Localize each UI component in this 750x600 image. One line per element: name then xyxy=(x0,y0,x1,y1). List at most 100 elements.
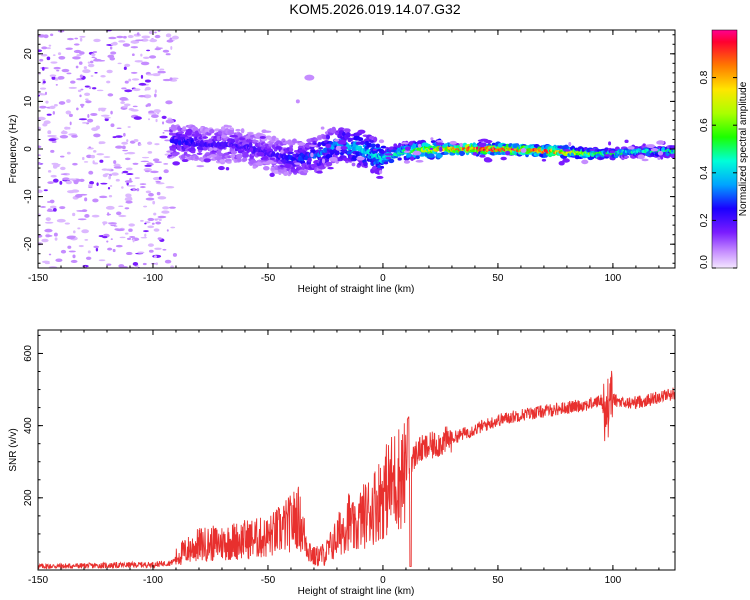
noise-blob xyxy=(408,141,413,146)
noise-blob xyxy=(136,188,140,192)
noise-blob xyxy=(520,147,527,153)
noise-blob xyxy=(170,226,176,229)
noise-blob xyxy=(134,176,140,180)
trace-cell xyxy=(317,136,322,140)
noise-blob xyxy=(144,221,151,224)
noise-blob xyxy=(223,124,229,128)
spectrogram-plot xyxy=(38,30,675,268)
trace-cell xyxy=(373,136,378,143)
noise-blob xyxy=(148,249,154,253)
noise-blob xyxy=(121,87,127,90)
noise-blob xyxy=(55,83,58,86)
noise-blob xyxy=(122,170,129,174)
noise-blob xyxy=(70,80,76,84)
trace-cell xyxy=(252,139,259,143)
noise-blob xyxy=(162,49,170,53)
noise-blob xyxy=(68,178,77,181)
noise-blob xyxy=(117,62,122,65)
noise-blob xyxy=(123,103,131,107)
noise-blob xyxy=(132,187,136,192)
noise-blob xyxy=(156,65,160,69)
noise-blob xyxy=(60,166,66,171)
trace-cell xyxy=(289,147,294,152)
noise-blob xyxy=(38,234,43,238)
noise-blob xyxy=(66,235,76,240)
noise-blob xyxy=(157,237,162,240)
noise-blob xyxy=(67,126,71,130)
noise-blob xyxy=(209,154,217,158)
noise-blob xyxy=(154,93,157,98)
noise-blob xyxy=(170,45,173,50)
trace-cell xyxy=(209,128,215,134)
noise-blob xyxy=(140,236,148,239)
noise-blob xyxy=(47,170,52,173)
noise-blob xyxy=(39,87,47,90)
noise-blob xyxy=(88,146,92,149)
noise-blob xyxy=(38,49,43,53)
noise-blob xyxy=(39,105,47,109)
noise-blob xyxy=(410,156,415,162)
noise-blob xyxy=(98,107,101,112)
noise-blob xyxy=(657,156,661,160)
trace-cell xyxy=(670,153,675,159)
noise-blob xyxy=(157,215,167,219)
noise-blob xyxy=(140,61,150,66)
noise-blob xyxy=(106,240,109,243)
noise-blob xyxy=(164,139,171,142)
noise-blob xyxy=(155,180,161,183)
noise-blob xyxy=(88,86,92,90)
x-tick-label: 100 xyxy=(605,273,622,284)
noise-blob xyxy=(54,237,58,241)
trace-cell xyxy=(491,142,496,146)
noise-blob xyxy=(650,148,659,152)
noise-blob xyxy=(60,130,68,135)
noise-blob xyxy=(479,154,486,158)
noise-blob xyxy=(145,190,152,194)
noise-blob xyxy=(124,232,129,235)
noise-blob xyxy=(53,232,58,237)
noise-blob xyxy=(140,219,144,222)
noise-blob xyxy=(74,37,79,40)
noise-blob xyxy=(59,180,63,185)
noise-blob xyxy=(72,254,76,259)
noise-blob xyxy=(168,154,172,157)
noise-blob xyxy=(85,98,89,101)
noise-blob xyxy=(47,181,54,184)
noise-blob xyxy=(76,54,82,57)
noise-blob xyxy=(144,222,147,225)
noise-blob xyxy=(84,238,89,241)
noise-blob xyxy=(127,35,134,39)
noise-blob xyxy=(115,145,123,149)
noise-blob xyxy=(609,150,615,154)
noise-blob xyxy=(144,164,152,167)
noise-blob xyxy=(152,200,156,205)
noise-blob xyxy=(86,147,94,150)
noise-blob xyxy=(148,192,154,197)
noise-blob xyxy=(41,46,48,50)
noise-blob xyxy=(126,139,129,143)
noise-blob xyxy=(140,38,149,42)
noise-blob xyxy=(130,46,139,49)
noise-blob xyxy=(156,191,161,196)
noise-blob xyxy=(127,126,131,128)
noise-blob xyxy=(140,74,144,79)
noise-blob xyxy=(298,149,305,152)
noise-blob xyxy=(478,142,487,148)
noise-blob xyxy=(155,221,162,225)
noise-blob xyxy=(81,104,84,108)
noise-blob xyxy=(412,150,422,156)
noise-blob xyxy=(249,147,254,153)
noise-blob xyxy=(155,262,158,266)
noise-blob xyxy=(120,101,125,104)
noise-blob xyxy=(68,113,73,118)
noise-blob xyxy=(46,56,51,61)
noise-blob xyxy=(642,143,646,147)
trace-cell xyxy=(324,158,330,162)
noise-blob xyxy=(110,123,115,128)
trace-cell xyxy=(205,152,211,155)
noise-blob xyxy=(79,51,85,55)
noise-blob xyxy=(104,116,111,119)
noise-blob xyxy=(145,86,151,91)
noise-blob xyxy=(107,93,114,97)
